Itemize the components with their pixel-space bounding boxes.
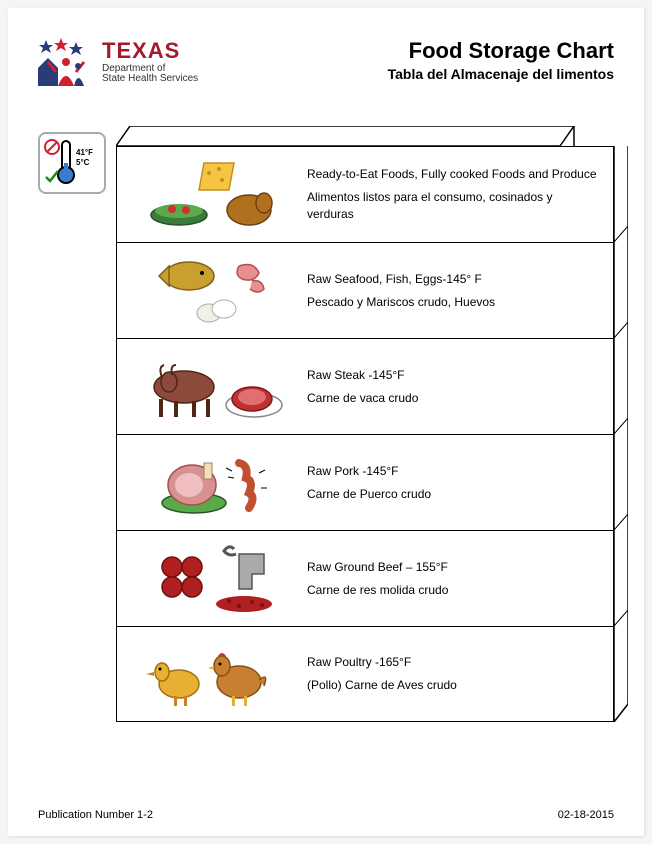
shelf-label-es: Carne de vaca crudo	[307, 390, 601, 407]
page: TEXAS Department of State Health Service…	[8, 8, 644, 836]
shelf-unit: Ready-to-Eat Foods, Fully cooked Foods a…	[116, 126, 614, 722]
page-subtitle: Tabla del Almacenaje del limentos	[388, 66, 614, 82]
logo-name: TEXAS	[102, 40, 198, 62]
page-title: Food Storage Chart	[388, 38, 614, 64]
logo-mark-icon	[38, 38, 96, 86]
shelf-label-en: Raw Poultry -165°F	[307, 654, 601, 671]
shelf-label-es: Pescado y Mariscos crudo, Huevos	[307, 294, 601, 311]
shelf-label: Raw Seafood, Fish, Eggs-145° F Pescado y…	[299, 271, 601, 311]
shelf-label-en: Raw Seafood, Fish, Eggs-145° F	[307, 271, 601, 288]
shelf-row: Raw Ground Beef – 155°F Carne de res mol…	[116, 530, 614, 626]
shelf-row: Raw Seafood, Fish, Eggs-145° F Pescado y…	[116, 242, 614, 338]
footer: Publication Number 1-2 02-18-2015	[38, 809, 614, 821]
thermometer-icon: 41°F 5°C	[38, 132, 106, 194]
publication-date: 02-18-2015	[558, 809, 614, 821]
ready-to-eat-icon	[129, 153, 299, 236]
content: 41°F 5°C	[38, 126, 614, 722]
shelf-label-en: Ready-to-Eat Foods, Fully cooked Foods a…	[307, 166, 601, 183]
ground-beef-icon	[129, 537, 299, 620]
shelf-label: Ready-to-Eat Foods, Fully cooked Foods a…	[299, 166, 601, 222]
shelf-label: Raw Poultry -165°F (Pollo) Carne de Aves…	[299, 654, 601, 694]
shelf-row: Ready-to-Eat Foods, Fully cooked Foods a…	[116, 146, 614, 242]
logo-text: TEXAS Department of State Health Service…	[102, 40, 198, 84]
pork-icon	[129, 441, 299, 524]
publication-number: Publication Number 1-2	[38, 809, 153, 821]
shelf-label-en: Raw Steak -145°F	[307, 367, 601, 384]
shelf-row: Raw Poultry -165°F (Pollo) Carne de Aves…	[116, 626, 614, 722]
shelf-label-es: Carne de Puerco crudo	[307, 486, 601, 503]
svg-text:41°F: 41°F	[76, 148, 93, 157]
logo: TEXAS Department of State Health Service…	[38, 38, 198, 86]
shelf-label-en: Raw Ground Beef – 155°F	[307, 559, 601, 576]
shelf-label-en: Raw Pork -145°F	[307, 463, 601, 480]
header: TEXAS Department of State Health Service…	[38, 38, 614, 86]
shelf-label: Raw Ground Beef – 155°F Carne de res mol…	[299, 559, 601, 599]
shelf-row: Raw Pork -145°F Carne de Puerco crudo	[116, 434, 614, 530]
svg-text:5°C: 5°C	[76, 158, 90, 167]
logo-sub2: State Health Services	[102, 74, 198, 84]
shelf-label-es: Carne de res molida crudo	[307, 582, 601, 599]
shelf-label-es: Alimentos listos para el consumo, cosina…	[307, 189, 601, 223]
shelf-label: Raw Steak -145°F Carne de vaca crudo	[299, 367, 601, 407]
seafood-icon	[129, 249, 299, 332]
shelf-label-es: (Pollo) Carne de Aves crudo	[307, 677, 601, 694]
title-block: Food Storage Chart Tabla del Almacenaje …	[388, 38, 614, 82]
shelf-top	[116, 126, 614, 146]
shelf-row: Raw Steak -145°F Carne de vaca crudo	[116, 338, 614, 434]
shelf-label: Raw Pork -145°F Carne de Puerco crudo	[299, 463, 601, 503]
steak-icon	[129, 345, 299, 428]
poultry-icon	[129, 633, 299, 715]
